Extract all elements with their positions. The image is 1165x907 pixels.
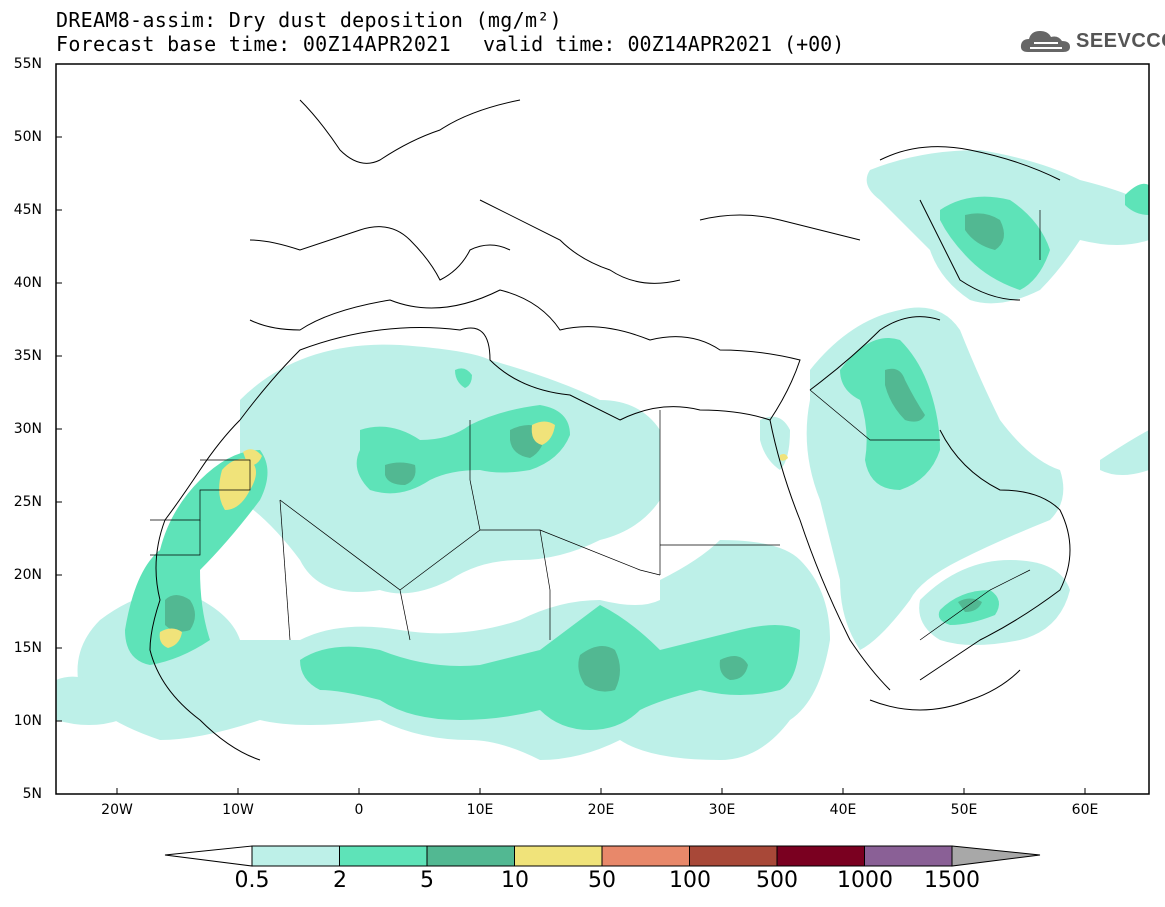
map-title: DREAM8-assim: Dry dust deposition (mg/m²… — [56, 8, 562, 32]
lat-label-20n: 20N — [13, 567, 42, 583]
colorbar-boxes — [251, 845, 953, 867]
colorbar-box — [251, 845, 340, 867]
colorbar-under-arrow — [164, 845, 253, 867]
seevccc-logo: SEEVCCC — [1018, 26, 1165, 58]
lon-label-40e: 40E — [829, 802, 857, 818]
dust-field — [56, 150, 1149, 760]
lon-label-10w: 10W — [222, 802, 254, 818]
cloud-icon — [1020, 31, 1070, 52]
colorbar-label-100: 100 — [669, 868, 711, 893]
lat-label-55n: 55N — [13, 56, 42, 72]
lat-label-10n: 10N — [13, 713, 42, 729]
colorbar-label-2: 2 — [333, 868, 347, 893]
valid-time: valid time: 00Z14APR2021 (+00) — [483, 32, 845, 56]
lat-label-5n: 5N — [22, 786, 42, 802]
lon-label-20e: 20E — [587, 802, 615, 818]
lon-label-20w: 20W — [101, 802, 133, 818]
lon-label-60e: 60E — [1071, 802, 1099, 818]
colorbar-box — [514, 845, 603, 867]
colorbar — [164, 845, 1041, 867]
axis-ticks — [56, 63, 1086, 794]
dust-map — [55, 63, 1150, 795]
colorbar-over-arrow — [951, 845, 1041, 867]
colorbar-label-500: 500 — [756, 868, 798, 893]
colorbar-box — [601, 845, 690, 867]
lat-label-25n: 25N — [13, 494, 42, 510]
borders — [150, 210, 1041, 641]
forecast-base-time: Forecast base time: 00Z14APR2021 — [56, 32, 451, 56]
colorbar-box — [689, 845, 778, 867]
colorbar-label-1000: 1000 — [837, 868, 893, 893]
lat-label-40n: 40N — [13, 275, 42, 291]
colorbar-label-0-5: 0.5 — [234, 868, 270, 893]
lon-label-0: 0 — [354, 802, 364, 818]
lat-label-45n: 45N — [13, 202, 42, 218]
lon-label-10e: 10E — [466, 802, 494, 818]
colorbar-label-5: 5 — [420, 868, 434, 893]
colorbar-box — [426, 845, 515, 867]
colorbar-box — [776, 845, 865, 867]
colorbar-label-10: 10 — [501, 868, 529, 893]
lon-label-50e: 50E — [950, 802, 978, 818]
colorbar-label-1500: 1500 — [924, 868, 980, 893]
lon-label-30e: 30E — [708, 802, 736, 818]
colorbar-box — [864, 845, 953, 867]
logo-text: SEEVCCC — [1076, 30, 1165, 52]
colorbar-label-50: 50 — [588, 868, 616, 893]
lat-label-30n: 30N — [13, 421, 42, 437]
lat-label-15n: 15N — [13, 640, 42, 656]
coastlines — [149, 99, 1071, 761]
lat-label-35n: 35N — [13, 348, 42, 364]
lat-label-50n: 50N — [13, 129, 42, 145]
colorbar-box — [339, 845, 428, 867]
